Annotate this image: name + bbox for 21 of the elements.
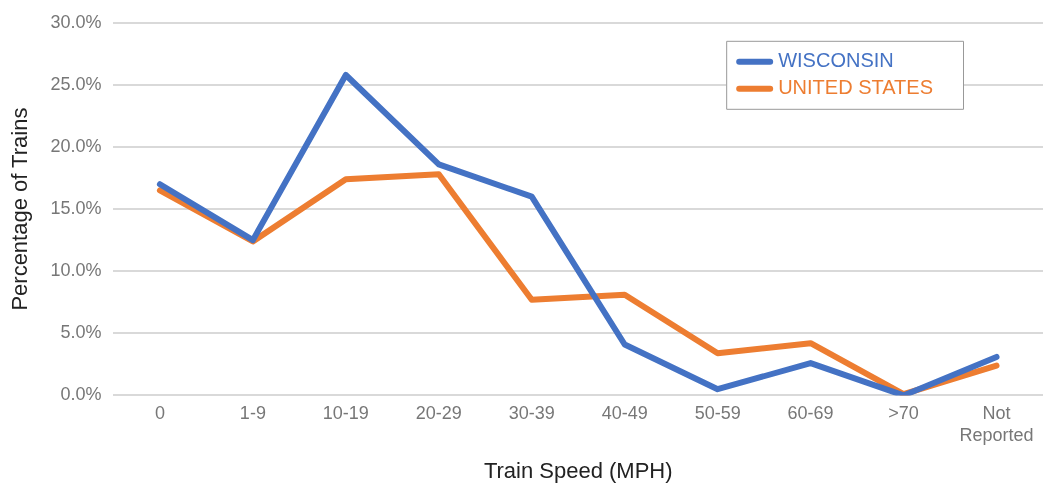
x-tick-label: 1-9 xyxy=(239,403,266,424)
x-tick-label: 20-29 xyxy=(415,403,462,424)
y-tick-label: 20.0% xyxy=(50,135,102,156)
y-tick-label: 15.0% xyxy=(50,198,102,219)
x-axis-title: Train Speed (MPH) xyxy=(483,457,673,483)
x-tick-label: 60-69 xyxy=(787,403,834,424)
x-tick-label: Not Reported xyxy=(959,403,1034,445)
legend-label: WISCONSIN xyxy=(778,49,894,72)
x-tick-label: 0 xyxy=(154,403,165,424)
y-tick-label: 30.0% xyxy=(50,11,102,32)
x-tick-label: 10-19 xyxy=(322,403,369,424)
y-tick-label: 25.0% xyxy=(50,73,102,94)
x-tick-label: 40-49 xyxy=(601,403,648,424)
x-tick-label: 50-59 xyxy=(694,403,741,424)
legend-label: UNITED STATES xyxy=(778,76,933,99)
x-tick-label: 30-39 xyxy=(508,403,555,424)
y-axis-title: Percentage of Trains xyxy=(7,107,33,311)
y-tick-label: 10.0% xyxy=(50,260,102,281)
y-tick-label: 5.0% xyxy=(60,322,102,343)
x-tick-label: >70 xyxy=(888,403,919,424)
y-tick-label: 0.0% xyxy=(60,384,102,405)
